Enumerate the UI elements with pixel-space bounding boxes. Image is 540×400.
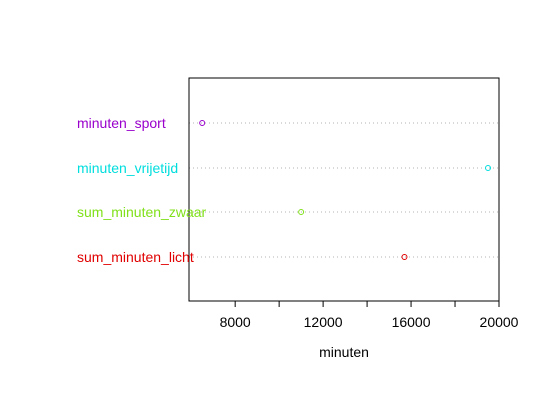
data-point xyxy=(401,254,408,260)
category-label: sum_minuten_zwaar xyxy=(77,204,207,220)
x-tick-label: 16000 xyxy=(392,314,431,330)
grid-lines xyxy=(189,122,499,258)
data-points xyxy=(199,120,492,260)
plot-area-frame xyxy=(188,77,500,302)
category-label: minuten_sport xyxy=(77,115,166,131)
x-tick-label: 8000 xyxy=(220,314,251,330)
data-point xyxy=(298,209,305,215)
x-axis-title: minuten xyxy=(319,344,369,360)
category-labels: minuten_sport minuten_vrijetijd sum_minute… xyxy=(77,115,207,265)
category-label: sum_minuten_licht xyxy=(77,249,194,265)
x-axis: 8000 12000 16000 20000 xyxy=(220,301,519,330)
data-point xyxy=(199,120,206,126)
x-tick-label: 12000 xyxy=(304,314,343,330)
x-tick-label: 20000 xyxy=(480,314,519,330)
category-label: minuten_vrijetijd xyxy=(77,160,178,176)
data-point xyxy=(485,165,492,171)
